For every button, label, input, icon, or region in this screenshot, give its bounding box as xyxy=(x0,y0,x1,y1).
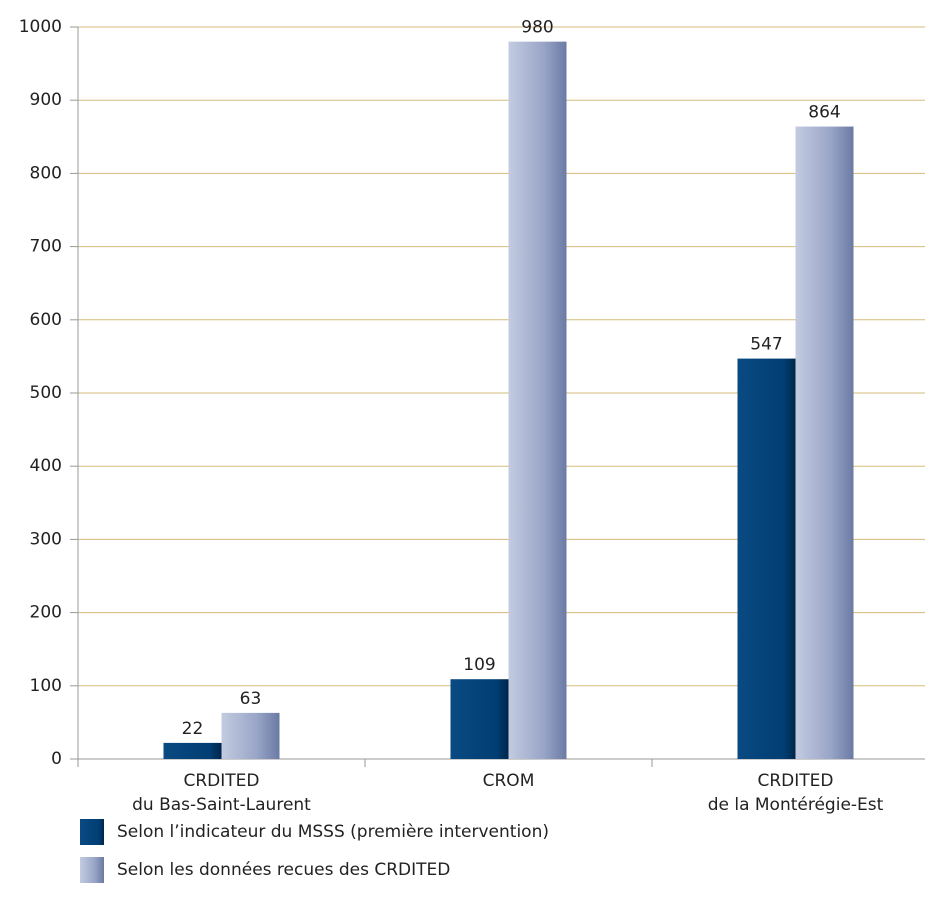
y-tick-label: 700 xyxy=(30,237,62,257)
y-tick-label: 100 xyxy=(30,676,62,696)
value-label: 109 xyxy=(463,655,495,675)
y-tick-label: 900 xyxy=(30,90,62,110)
bar xyxy=(221,712,280,759)
value-label: 22 xyxy=(182,719,204,739)
x-tick-label: CROM xyxy=(483,771,535,791)
y-tick-label: 0 xyxy=(51,749,62,769)
value-label: 547 xyxy=(750,335,782,355)
value-label: 63 xyxy=(240,689,262,709)
y-tick-label: 1000 xyxy=(19,17,62,37)
y-tick-label: 500 xyxy=(30,383,62,403)
y-tick-label: 400 xyxy=(30,456,62,476)
y-tick-label: 200 xyxy=(30,603,62,623)
y-tick-label: 300 xyxy=(30,529,62,549)
x-tick-label: CRDITED du Bas-Saint-Laurent xyxy=(132,771,311,815)
legend-swatch xyxy=(80,819,104,845)
bar xyxy=(508,41,567,759)
legend-swatch xyxy=(80,857,104,883)
legend-label: Selon les données recues des CRDITED xyxy=(117,860,450,880)
legend-label: Selon l’indicateur du MSSS (première int… xyxy=(117,822,549,842)
value-label: 980 xyxy=(521,18,553,38)
bar xyxy=(795,126,854,759)
bar xyxy=(163,742,222,759)
value-label: 864 xyxy=(808,103,840,123)
y-tick-label: 600 xyxy=(30,310,62,330)
y-tick-label: 800 xyxy=(30,163,62,183)
bar xyxy=(450,679,509,759)
bar xyxy=(737,358,796,759)
x-tick-label: CRDITED de la Montérégie-Est xyxy=(708,771,884,815)
